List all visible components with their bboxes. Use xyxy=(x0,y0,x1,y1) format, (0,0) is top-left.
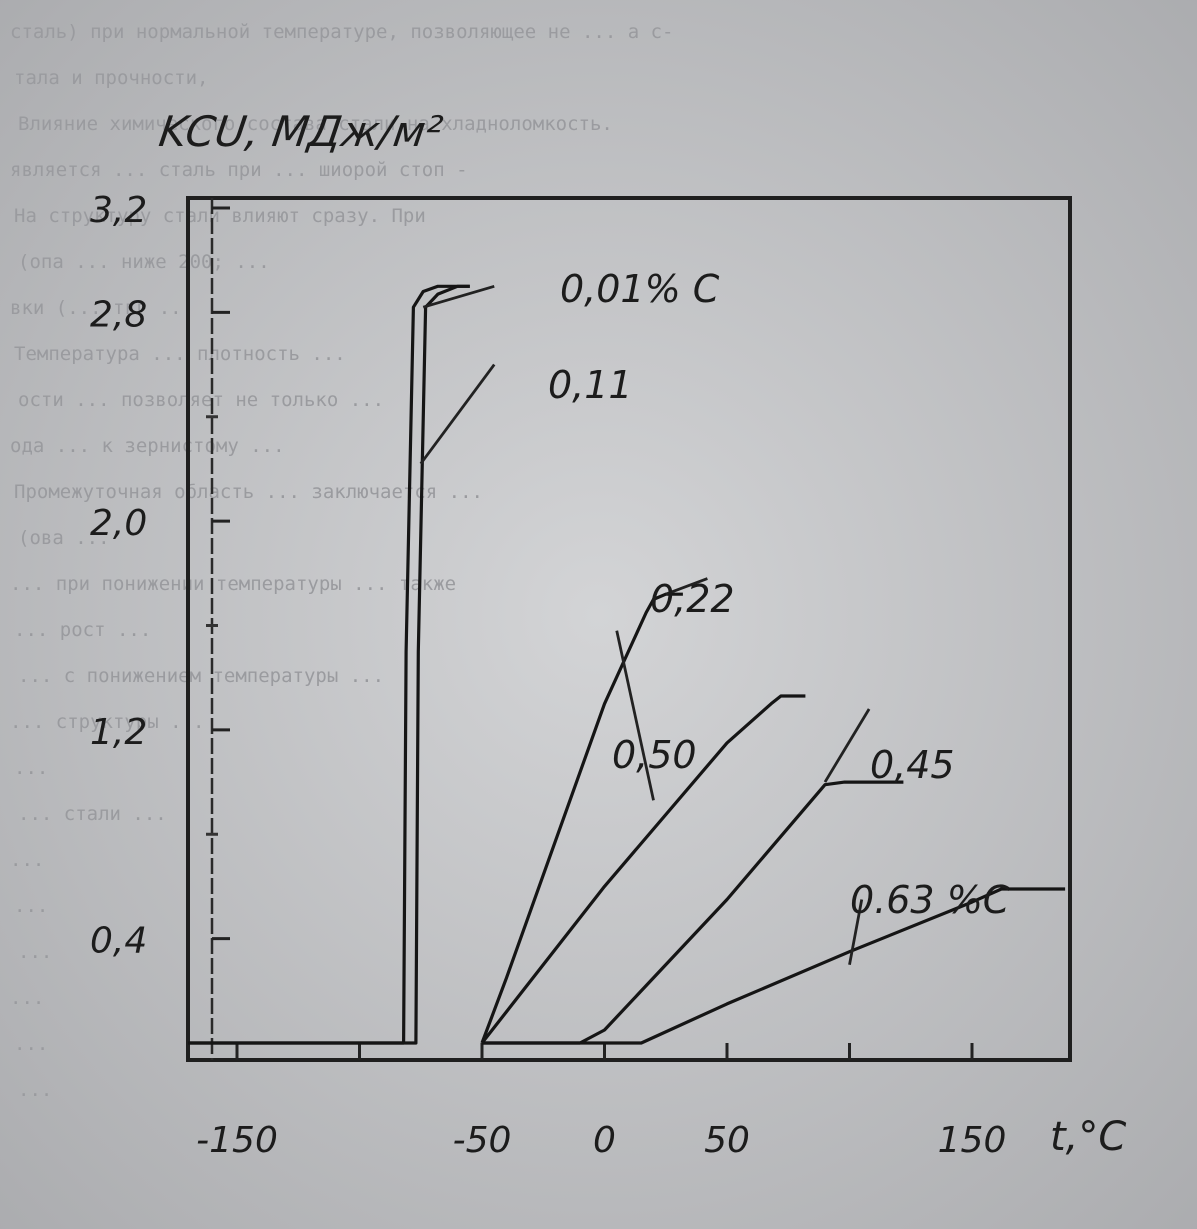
background-text-line: тала и прочности, xyxy=(14,67,208,89)
series-annotation: 0,01% C xyxy=(560,267,720,311)
background-text-line: сталь) при нормальной температуре, позво… xyxy=(10,21,673,43)
background-text-line: Температура ... плотность ... xyxy=(14,343,346,365)
background-text-line: На структуру стали влияют сразу. При xyxy=(14,205,426,227)
background-text-line: является ... сталь при ... шиорой стоп - xyxy=(10,159,468,181)
background-text-line: ости ... позволяет не только ... xyxy=(18,389,384,411)
x-tick-label: 50 xyxy=(704,1120,750,1161)
x-tick-label: -150 xyxy=(196,1120,278,1161)
x-tick-label: 150 xyxy=(938,1120,1007,1161)
background-text-line: вки (... тгг ... xyxy=(10,297,193,319)
background-text-line: Влияние химического состава стали на хла… xyxy=(18,113,613,135)
annotation-leader xyxy=(615,630,655,801)
series-annotation: 0.63 %C xyxy=(850,878,1010,922)
series-curves xyxy=(188,284,1066,1045)
annotation-leader xyxy=(419,363,496,465)
y-tick-label: 0,4 xyxy=(90,921,147,962)
series-annotation: 0,11 xyxy=(548,363,633,407)
y-tick-label: 1,2 xyxy=(90,712,147,753)
background-text-line: ... структуры ... xyxy=(10,711,204,733)
background-text-line: ... стали ... xyxy=(18,803,167,825)
x-axis-label: t,°C xyxy=(1050,1114,1126,1160)
x-tick-label: -50 xyxy=(453,1120,512,1161)
background-text-line: (ова ... xyxy=(18,527,110,549)
annotation-leaders xyxy=(419,284,871,965)
annotation-leader xyxy=(848,899,864,965)
annotation-leader xyxy=(823,708,871,783)
background-text-line: ... xyxy=(14,895,48,917)
series-annotations: 0,01% C 0,11 0,22 0,50 0,45 0.63 %C xyxy=(548,267,1010,922)
annotation-leader xyxy=(422,284,495,309)
axis-ticks xyxy=(206,206,974,1060)
background-text-line: ода ... к зернистому ... xyxy=(10,435,285,457)
background-text: сталь) при нормальной температуре, позво… xyxy=(10,21,673,1101)
background-text-line: (опа ... ниже 200; ... xyxy=(18,251,270,273)
background-text-line: ... при понижении температуры ... также xyxy=(10,573,456,595)
series-annotation: 0,50 xyxy=(612,733,697,777)
background-text-line: ... рост ... xyxy=(14,619,151,641)
x-tick-label: 0 xyxy=(593,1120,616,1161)
y-tick-label: 2,0 xyxy=(90,503,147,544)
series-line xyxy=(482,887,1066,1045)
background-text-line: ... с понижением температуры ... xyxy=(18,665,384,687)
background-text-line: ... xyxy=(14,1033,48,1055)
background-text-line: ... xyxy=(18,941,52,963)
y-axis-label: KCU, MДж/м² xyxy=(156,107,446,156)
series-annotation: 0,45 xyxy=(870,743,955,787)
y-tick-label: 2,8 xyxy=(90,294,147,335)
series-line xyxy=(480,694,806,1044)
background-text-line: ... xyxy=(10,987,44,1009)
background-text-line: ... xyxy=(10,849,44,871)
annotation-leader xyxy=(665,577,708,596)
background-text-line: ... xyxy=(18,1079,52,1101)
series-annotation: 0,22 xyxy=(650,577,735,621)
background-text-line: Промежуточная область ... заключается ..… xyxy=(14,481,483,503)
background-text-line: ... xyxy=(14,757,48,779)
tick-labels: 0,4 1,2 2,0 2,8 3,2 -150 -50 0 50 150 xyxy=(90,190,1006,1161)
plot-frame xyxy=(186,196,1072,1062)
y-tick-label: 3,2 xyxy=(90,190,147,231)
